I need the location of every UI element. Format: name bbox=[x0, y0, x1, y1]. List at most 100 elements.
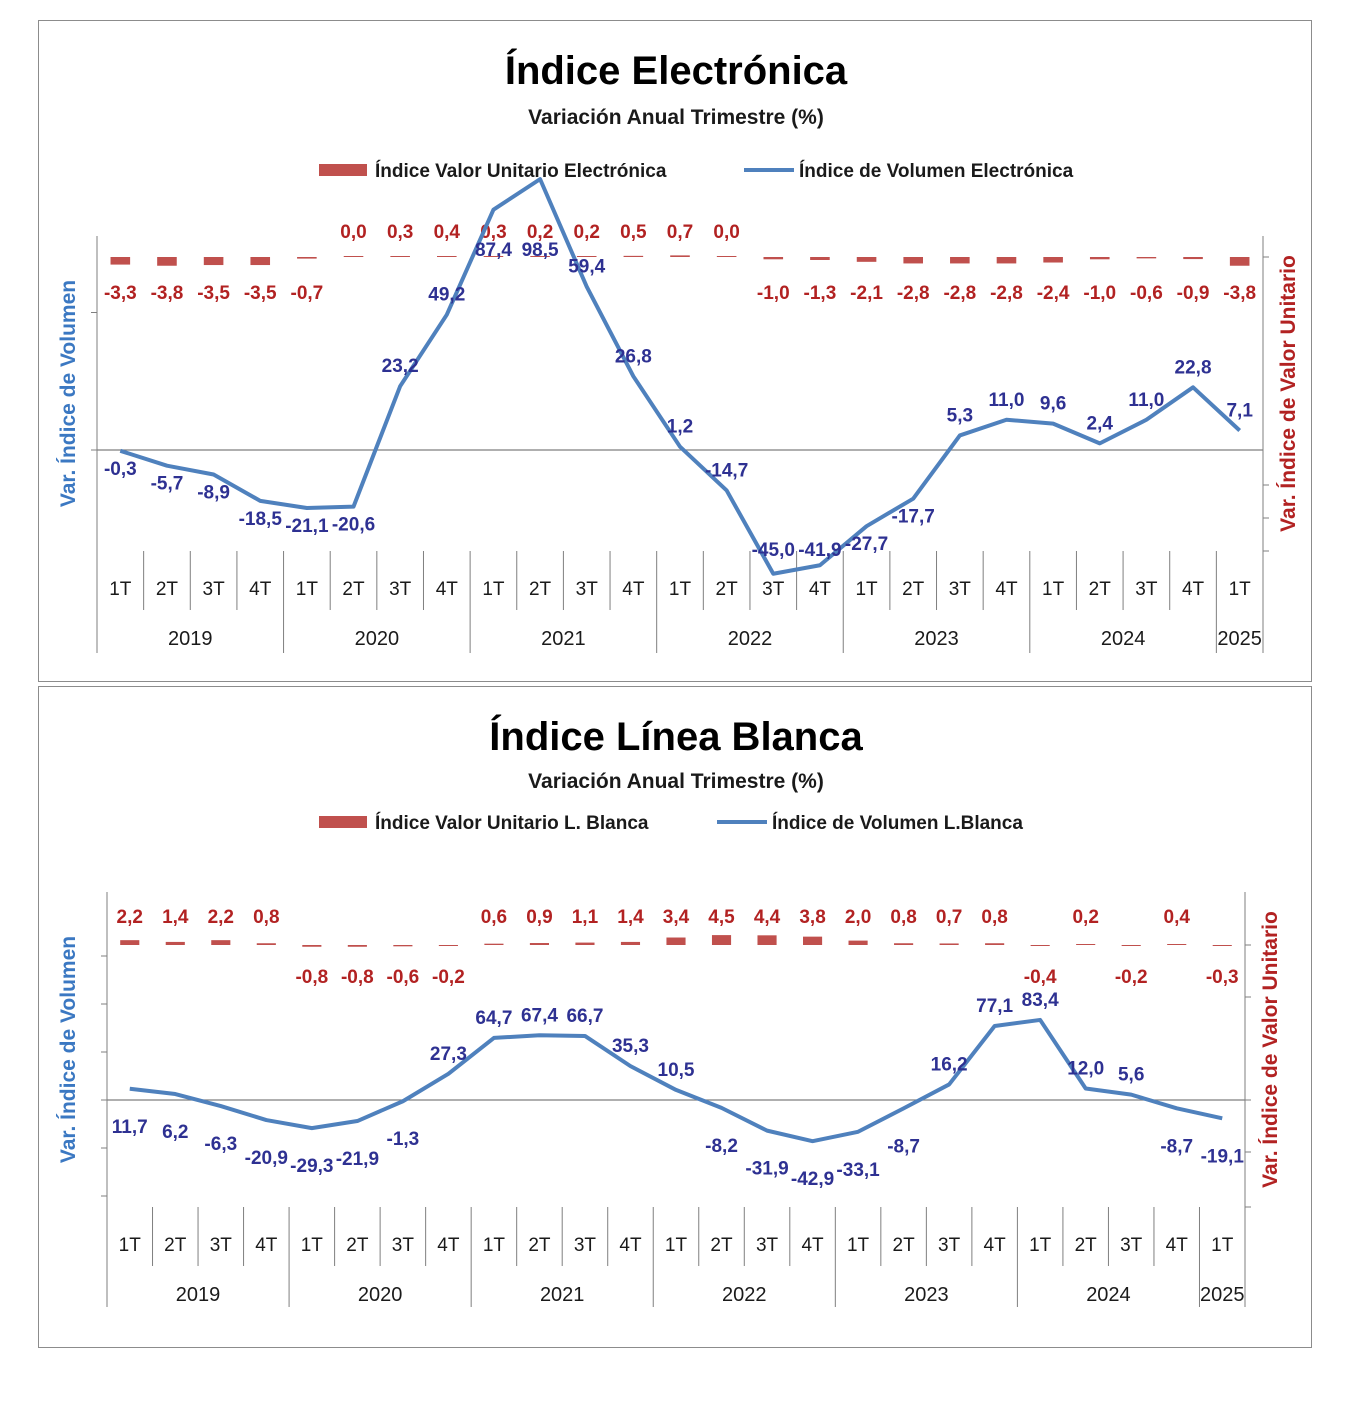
x-tick-label: 4T bbox=[1166, 1235, 1189, 1256]
data-label-valor-unitario: 0,0 bbox=[713, 222, 739, 243]
legend-label-bar: Índice Valor Unitario Electrónica bbox=[375, 160, 667, 182]
x-tick-label: 3T bbox=[762, 579, 785, 600]
bar-valor-unitario bbox=[903, 257, 923, 264]
x-tick-label: 1T bbox=[847, 1235, 870, 1256]
legend-swatch-bar bbox=[319, 816, 367, 828]
data-label-volumen: 64,7 bbox=[475, 1008, 512, 1029]
x-tick-label: 4T bbox=[984, 1235, 1007, 1256]
year-label: 2020 bbox=[355, 628, 400, 650]
bar-valor-unitario bbox=[670, 255, 690, 257]
data-label-valor-unitario: -0,3 bbox=[1206, 967, 1239, 988]
bar-valor-unitario bbox=[1167, 944, 1187, 945]
bar-valor-unitario bbox=[620, 941, 641, 945]
data-label-valor-unitario: 3,8 bbox=[799, 907, 825, 928]
data-label-valor-unitario: 0,2 bbox=[574, 222, 600, 243]
data-label-valor-unitario: -0,2 bbox=[432, 967, 465, 988]
x-tick-label: 2T bbox=[346, 1235, 369, 1256]
data-label-volumen: 11,7 bbox=[112, 1117, 148, 1138]
x-tick-label: 4T bbox=[436, 579, 459, 600]
data-label-valor-unitario: 0,7 bbox=[936, 907, 962, 928]
data-label-volumen: -8,9 bbox=[197, 482, 230, 503]
x-tick-label: 1T bbox=[483, 1235, 506, 1256]
data-label-volumen: -8,7 bbox=[1160, 1136, 1193, 1157]
bar-valor-unitario bbox=[856, 257, 877, 262]
data-label-valor-unitario: -3,3 bbox=[104, 283, 137, 304]
data-label-valor-unitario: 2,2 bbox=[208, 907, 234, 928]
data-label-volumen: 26,8 bbox=[615, 346, 652, 367]
x-tick-label: 2T bbox=[710, 1235, 733, 1256]
x-tick-label: 4T bbox=[249, 579, 272, 600]
x-tick-label: 2T bbox=[528, 1235, 551, 1256]
x-tick-label: 2T bbox=[1075, 1235, 1098, 1256]
chart-title: Índice Línea Blanca bbox=[489, 714, 863, 759]
data-label-valor-unitario: -0,2 bbox=[1115, 967, 1148, 988]
data-label-volumen: -19,1 bbox=[1201, 1146, 1245, 1167]
x-tick-label: 3T bbox=[1120, 1235, 1143, 1256]
data-label-valor-unitario: 0,6 bbox=[481, 907, 507, 928]
data-label-volumen: 27,3 bbox=[430, 1044, 467, 1065]
x-tick-label: 2T bbox=[893, 1235, 916, 1256]
chart-subtitle: Variación Anual Trimestre (%) bbox=[528, 770, 824, 793]
bar-valor-unitario bbox=[575, 942, 595, 945]
data-label-volumen: -27,7 bbox=[845, 534, 888, 555]
bar-valor-unitario bbox=[120, 940, 140, 945]
x-tick-label: 3T bbox=[938, 1235, 961, 1256]
data-label-volumen: 10,5 bbox=[658, 1060, 695, 1081]
bar-valor-unitario bbox=[623, 255, 644, 257]
bar-valor-unitario bbox=[894, 943, 914, 945]
data-label-valor-unitario: 0,2 bbox=[1072, 907, 1098, 928]
chart-panel-linea-blanca: Índice Línea Blanca Variación Anual Trime… bbox=[38, 686, 1312, 1348]
x-tick-label: 4T bbox=[622, 579, 645, 600]
bar-valor-unitario bbox=[576, 256, 597, 257]
data-label-valor-unitario: 0,8 bbox=[890, 907, 916, 928]
bar-valor-unitario bbox=[848, 940, 868, 945]
x-tick-label: 2T bbox=[529, 579, 552, 600]
data-label-valor-unitario: -2,8 bbox=[990, 283, 1023, 304]
bar-valor-unitario bbox=[484, 943, 504, 945]
y-axis-left-title: Var. Índice de Volumen bbox=[57, 936, 80, 1163]
x-tick-label: 2T bbox=[716, 579, 739, 600]
bar-valor-unitario bbox=[390, 256, 410, 257]
data-label-valor-unitario: -0,9 bbox=[1177, 283, 1210, 304]
x-tick-label: 1T bbox=[119, 1235, 142, 1256]
data-label-valor-unitario: 4,5 bbox=[708, 907, 735, 928]
x-tick-label: 1T bbox=[1229, 579, 1252, 600]
data-label-valor-unitario: -3,5 bbox=[197, 283, 230, 304]
x-tick-label: 4T bbox=[801, 1235, 824, 1256]
x-tick-label: 3T bbox=[576, 579, 599, 600]
legend-swatch-bar bbox=[319, 164, 367, 176]
data-label-valor-unitario: 0,4 bbox=[1164, 907, 1191, 928]
data-label-volumen: 77,1 bbox=[976, 996, 1013, 1017]
bar-valor-unitario bbox=[110, 257, 131, 265]
bar-valor-unitario bbox=[996, 257, 1017, 264]
data-label-volumen: 16,2 bbox=[931, 1054, 968, 1075]
x-tick-label: 2T bbox=[156, 579, 179, 600]
x-tick-label: 4T bbox=[437, 1235, 460, 1256]
data-label-volumen: -18,5 bbox=[239, 509, 283, 530]
x-tick-label: 2T bbox=[1089, 579, 1112, 600]
y-axis-right-title: Var. Índice de Valor Unitario bbox=[1277, 255, 1300, 532]
data-label-valor-unitario: 4,4 bbox=[754, 907, 781, 928]
data-label-valor-unitario: -0,4 bbox=[1024, 967, 1057, 988]
x-tick-label: 3T bbox=[1135, 579, 1158, 600]
bar-valor-unitario bbox=[256, 943, 276, 945]
bar-valor-unitario bbox=[985, 943, 1005, 945]
bar-valor-unitario bbox=[437, 256, 457, 257]
bar-valor-unitario bbox=[297, 257, 317, 259]
data-label-volumen: -31,9 bbox=[745, 1159, 788, 1180]
x-tick-label: 1T bbox=[855, 579, 878, 600]
year-label: 2024 bbox=[1086, 1284, 1131, 1306]
data-label-volumen: -14,7 bbox=[705, 460, 748, 481]
data-label-volumen: 59,4 bbox=[568, 257, 605, 278]
data-label-valor-unitario: 1,4 bbox=[617, 907, 644, 928]
data-label-valor-unitario: -0,7 bbox=[291, 283, 324, 304]
bar-valor-unitario bbox=[347, 945, 367, 947]
data-label-volumen: 67,4 bbox=[521, 1005, 558, 1026]
x-tick-label: 2T bbox=[164, 1235, 187, 1256]
data-label-valor-unitario: -2,8 bbox=[943, 283, 976, 304]
data-label-valor-unitario: 0,4 bbox=[434, 222, 461, 243]
year-label: 2024 bbox=[1101, 628, 1146, 650]
legend-label-bar: Índice Valor Unitario L. Blanca bbox=[375, 812, 649, 834]
data-label-valor-unitario: 0,2 bbox=[527, 222, 553, 243]
data-label-valor-unitario: -3,8 bbox=[151, 283, 184, 304]
